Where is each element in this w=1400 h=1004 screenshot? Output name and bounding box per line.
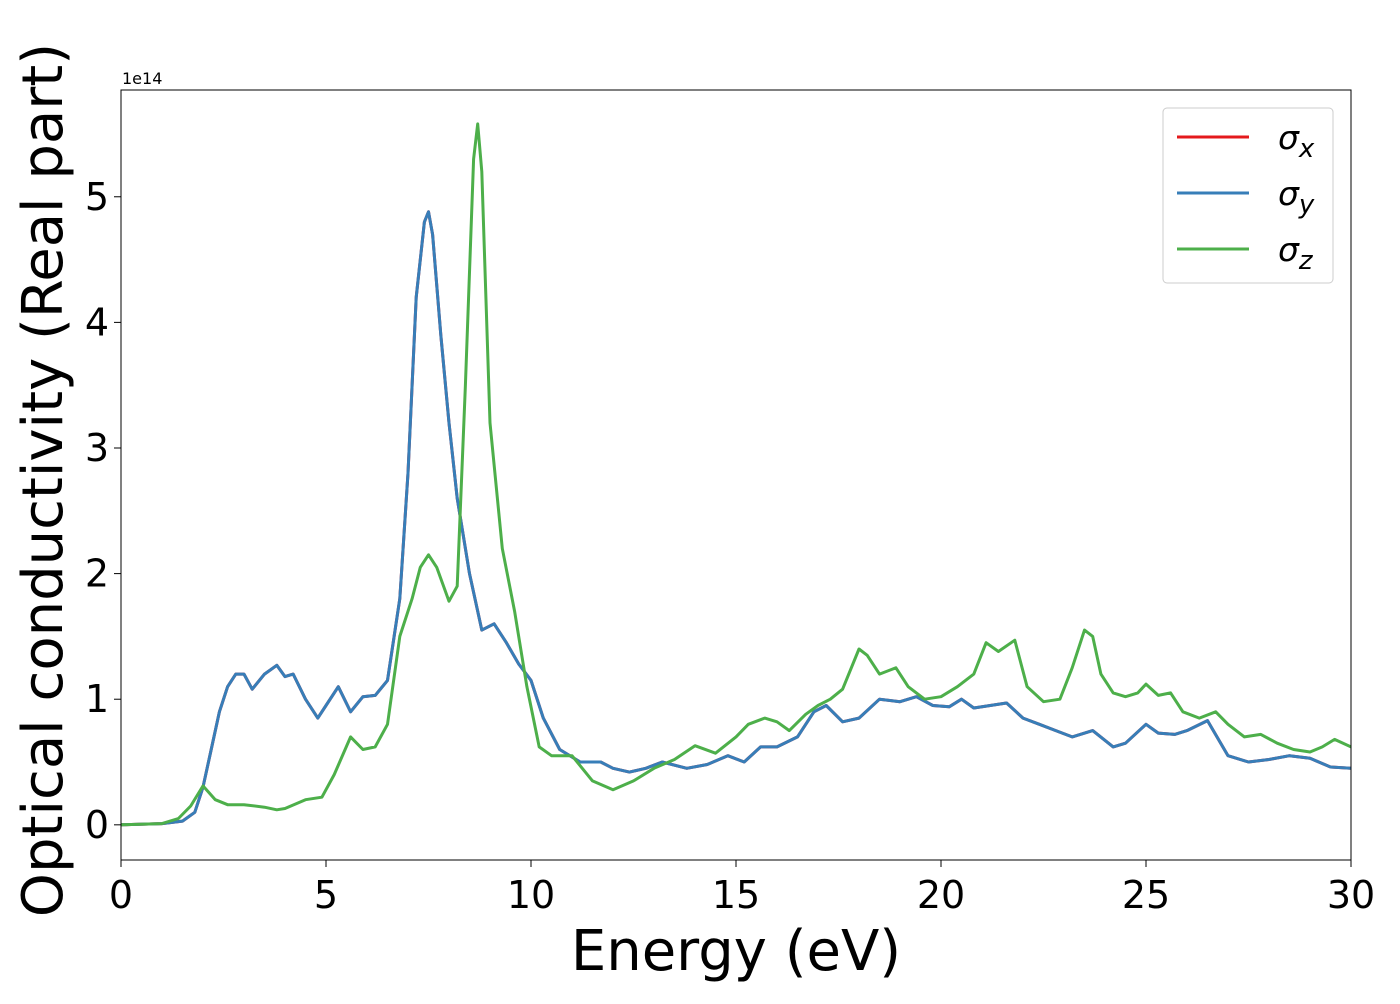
y-axis: 0 1 2 3 4 5 [85,175,121,847]
y-tick-label: 2 [85,552,109,596]
series-line-y [121,210,1351,827]
y-tick-label: 0 [85,803,109,847]
series-group [121,122,1351,827]
y-tick-label: 5 [85,175,109,219]
legend-label-z: σz [1278,230,1314,276]
series-line-z [121,122,1351,827]
y-axis-label: Optical conductivity (Real part) [11,43,76,917]
x-tick-label: 10 [507,873,555,917]
x-tick-label: 20 [917,873,965,917]
legend-label-y: σy [1278,174,1315,220]
legend: σx σy σz [1162,107,1334,284]
y-scale-text: 1e14 [122,69,162,88]
x-tick-label: 15 [712,873,760,917]
x-tick-label: 30 [1327,873,1375,917]
y-tick-label: 4 [85,300,109,344]
x-tick-label: 25 [1122,873,1170,917]
legend-label-x: σx [1278,118,1315,164]
x-tick-label: 0 [109,873,133,917]
x-axis-label: Energy (eV) [571,919,901,984]
x-tick-label: 5 [314,873,338,917]
x-axis: 0 5 10 15 20 25 30 [109,860,1375,917]
legend-box [1162,107,1334,284]
y-tick-label: 1 [85,677,109,721]
y-tick-label: 3 [85,426,109,470]
